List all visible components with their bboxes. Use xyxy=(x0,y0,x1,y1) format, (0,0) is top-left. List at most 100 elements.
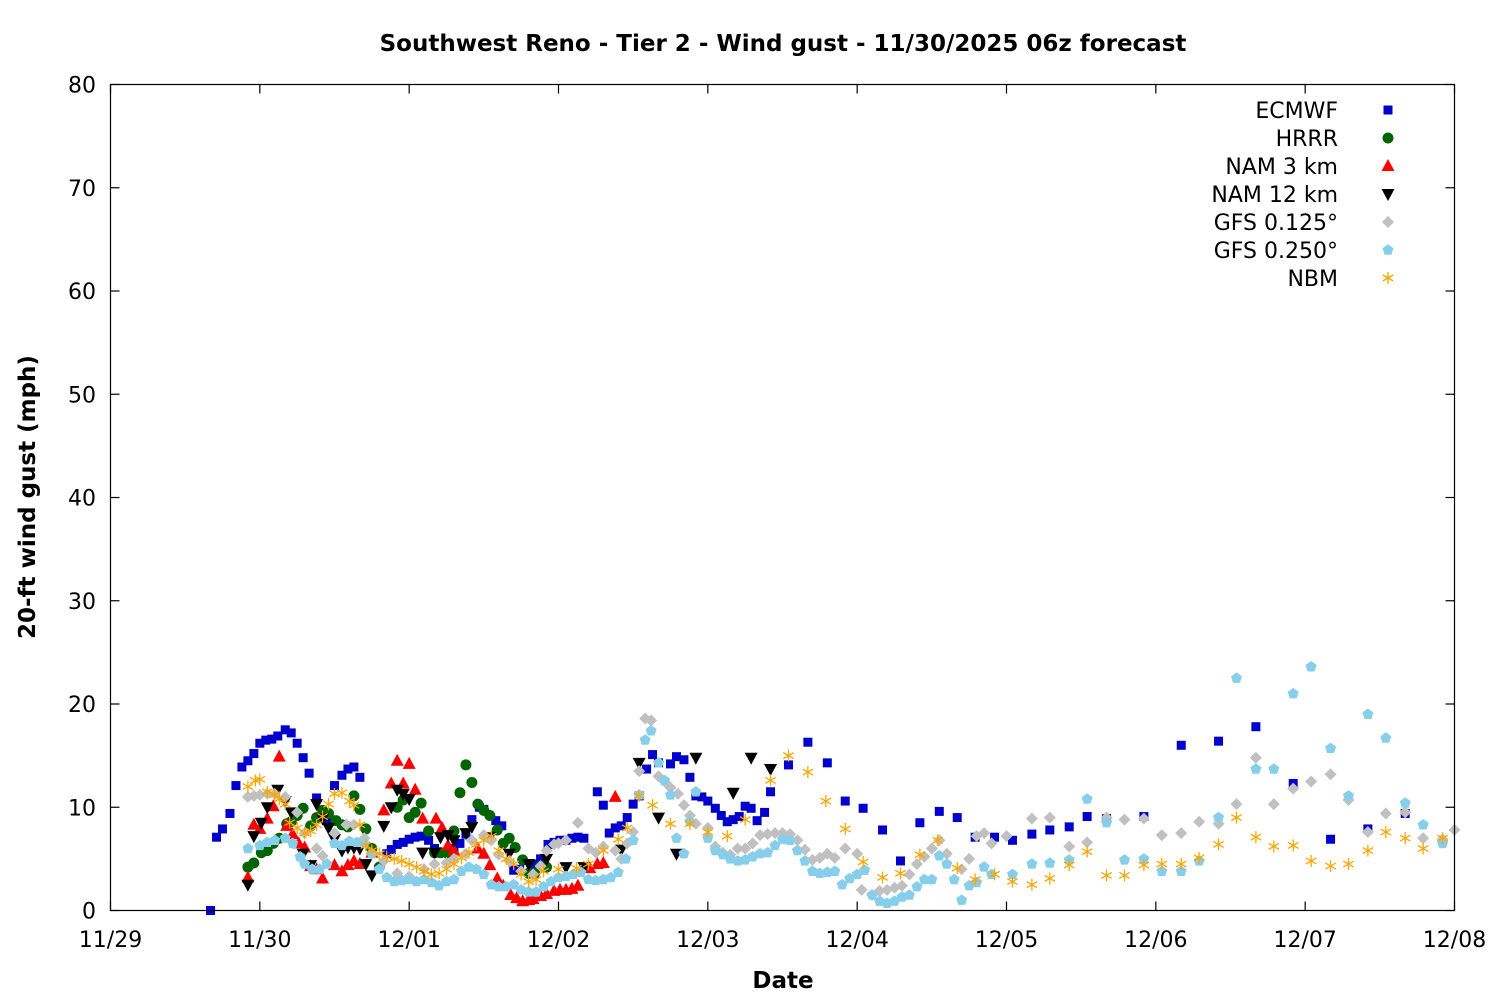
data-point xyxy=(388,852,400,865)
data-point xyxy=(390,753,404,766)
data-point xyxy=(579,833,589,843)
data-point xyxy=(317,810,329,823)
data-point xyxy=(609,844,622,857)
data-point xyxy=(343,835,355,846)
data-point xyxy=(1362,844,1374,857)
data-point xyxy=(483,858,497,871)
data-point xyxy=(645,725,657,736)
data-point xyxy=(1268,763,1280,774)
data-point xyxy=(671,832,682,843)
data-point xyxy=(314,863,326,874)
data-point xyxy=(354,803,366,815)
data-point xyxy=(915,818,925,828)
data-point xyxy=(523,886,535,897)
x-tick-label: 11/29 xyxy=(79,928,142,953)
data-point xyxy=(1118,869,1130,882)
data-point xyxy=(1399,806,1412,819)
data-point xyxy=(799,855,811,866)
data-point xyxy=(470,863,482,874)
data-point xyxy=(1119,854,1130,865)
data-point xyxy=(933,850,945,861)
data-point xyxy=(515,868,527,881)
data-point xyxy=(1213,811,1225,823)
data-point xyxy=(261,735,271,745)
data-point xyxy=(337,770,347,780)
data-point xyxy=(508,858,520,871)
data-point xyxy=(878,825,888,835)
data-point xyxy=(653,757,665,768)
data-point xyxy=(1399,832,1411,845)
data-point xyxy=(1025,812,1038,825)
data-point xyxy=(440,863,453,876)
data-point xyxy=(455,838,465,848)
data-point xyxy=(956,894,968,905)
data-point xyxy=(903,889,915,900)
data-point xyxy=(903,868,916,881)
data-point xyxy=(1305,775,1318,788)
data-point xyxy=(822,758,832,768)
data-point xyxy=(218,824,227,834)
data-point xyxy=(648,750,658,760)
data-point xyxy=(341,858,355,871)
data-point xyxy=(605,871,617,883)
data-point xyxy=(582,873,594,885)
data-point xyxy=(632,757,646,770)
data-point xyxy=(721,830,733,843)
data-point xyxy=(279,790,292,803)
data-point xyxy=(761,828,774,841)
legend-marker xyxy=(1382,132,1394,144)
data-point xyxy=(509,865,519,875)
data-point xyxy=(324,816,334,826)
data-point xyxy=(454,787,466,799)
data-point xyxy=(858,803,868,813)
data-point xyxy=(1045,825,1055,835)
data-point xyxy=(351,836,363,847)
data-point xyxy=(621,821,633,834)
data-point xyxy=(377,803,391,816)
data-point xyxy=(798,843,811,856)
data-point xyxy=(269,788,281,801)
data-point xyxy=(392,839,402,849)
data-point xyxy=(310,842,323,855)
data-point xyxy=(416,831,426,841)
data-point xyxy=(1231,672,1242,683)
data-point xyxy=(1250,831,1262,844)
data-point xyxy=(523,875,535,888)
data-point xyxy=(353,857,367,870)
data-point xyxy=(316,871,330,884)
data-point xyxy=(573,832,583,842)
data-point xyxy=(1101,869,1113,882)
data-point xyxy=(212,832,222,842)
data-point xyxy=(447,843,461,856)
data-point xyxy=(448,873,460,885)
data-point xyxy=(652,812,666,825)
data-point xyxy=(914,848,926,861)
data-point xyxy=(1268,840,1280,853)
data-point xyxy=(684,817,696,830)
data-point xyxy=(1230,811,1242,824)
data-point xyxy=(639,734,651,745)
data-point xyxy=(820,795,832,808)
data-point xyxy=(377,820,391,833)
data-point xyxy=(330,781,339,791)
data-point xyxy=(478,868,490,880)
data-point xyxy=(567,833,577,843)
data-point xyxy=(247,831,261,844)
x-tick-label: 11/30 xyxy=(228,928,291,953)
data-point xyxy=(895,879,908,892)
data-point xyxy=(360,823,372,835)
y-axis-title: 20-ft wind gust (mph) xyxy=(15,355,41,639)
data-point xyxy=(305,824,317,837)
data-point xyxy=(502,848,516,861)
data-point xyxy=(410,832,420,842)
data-point xyxy=(298,753,308,763)
x-tick-label: 12/02 xyxy=(527,928,590,953)
data-point xyxy=(272,749,286,762)
data-point xyxy=(1249,751,1262,764)
data-point xyxy=(348,799,360,812)
data-point xyxy=(1063,859,1075,872)
data-point xyxy=(538,865,550,878)
data-point xyxy=(941,858,953,869)
data-point xyxy=(530,873,542,886)
